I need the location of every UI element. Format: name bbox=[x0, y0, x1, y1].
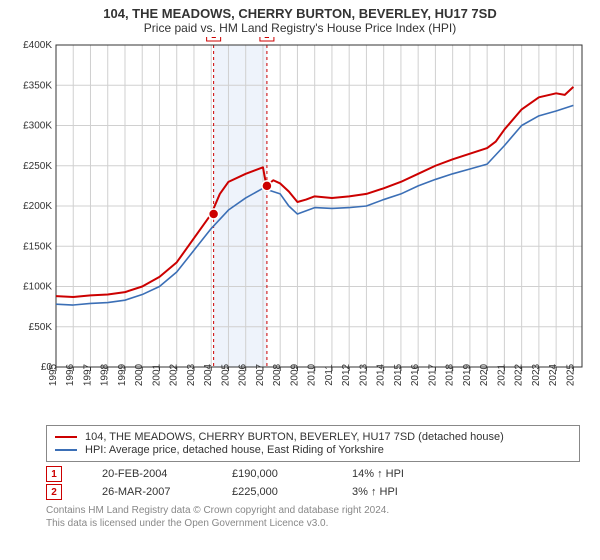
footer-line: Contains HM Land Registry data © Crown c… bbox=[46, 504, 580, 517]
transaction-table: 1 20-FEB-2004 £190,000 14% ↑ HPI 2 26-MA… bbox=[46, 466, 580, 500]
svg-text:£300K: £300K bbox=[23, 121, 52, 132]
legend-swatch bbox=[55, 449, 77, 451]
chart-title: 104, THE MEADOWS, CHERRY BURTON, BEVERLE… bbox=[0, 6, 600, 21]
table-row: 1 20-FEB-2004 £190,000 14% ↑ HPI bbox=[46, 466, 580, 482]
tx-date: 26-MAR-2007 bbox=[102, 486, 192, 498]
tx-price: £190,000 bbox=[232, 468, 312, 480]
svg-text:1: 1 bbox=[211, 37, 216, 40]
tx-delta: 3% ↑ HPI bbox=[352, 486, 398, 498]
legend-item: HPI: Average price, detached house, East… bbox=[55, 444, 571, 456]
chart-subtitle: Price paid vs. HM Land Registry's House … bbox=[0, 21, 600, 35]
legend: 104, THE MEADOWS, CHERRY BURTON, BEVERLE… bbox=[46, 425, 580, 462]
chart-area: £0£50K£100K£150K£200K£250K£300K£350K£400… bbox=[10, 37, 590, 417]
svg-text:2: 2 bbox=[264, 37, 269, 40]
footer-line: This data is licensed under the Open Gov… bbox=[46, 517, 580, 530]
svg-text:£350K: £350K bbox=[23, 80, 52, 91]
footer-attribution: Contains HM Land Registry data © Crown c… bbox=[46, 504, 580, 530]
legend-label: 104, THE MEADOWS, CHERRY BURTON, BEVERLE… bbox=[85, 431, 504, 443]
tx-index-box: 2 bbox=[46, 484, 62, 500]
svg-text:£150K: £150K bbox=[23, 241, 52, 252]
tx-price: £225,000 bbox=[232, 486, 312, 498]
tx-delta: 14% ↑ HPI bbox=[352, 468, 404, 480]
legend-label: HPI: Average price, detached house, East… bbox=[85, 444, 384, 456]
line-chart-svg: £0£50K£100K£150K£200K£250K£300K£350K£400… bbox=[10, 37, 590, 417]
tx-index-box: 1 bbox=[46, 466, 62, 482]
tx-date: 20-FEB-2004 bbox=[102, 468, 192, 480]
svg-text:£250K: £250K bbox=[23, 161, 52, 172]
table-row: 2 26-MAR-2007 £225,000 3% ↑ HPI bbox=[46, 484, 580, 500]
svg-text:£50K: £50K bbox=[29, 322, 53, 333]
legend-swatch bbox=[55, 436, 77, 438]
svg-text:£100K: £100K bbox=[23, 282, 52, 293]
legend-item: 104, THE MEADOWS, CHERRY BURTON, BEVERLE… bbox=[55, 431, 571, 443]
chart-title-block: 104, THE MEADOWS, CHERRY BURTON, BEVERLE… bbox=[0, 0, 600, 37]
svg-text:£400K: £400K bbox=[23, 40, 52, 51]
svg-text:£200K: £200K bbox=[23, 201, 52, 212]
